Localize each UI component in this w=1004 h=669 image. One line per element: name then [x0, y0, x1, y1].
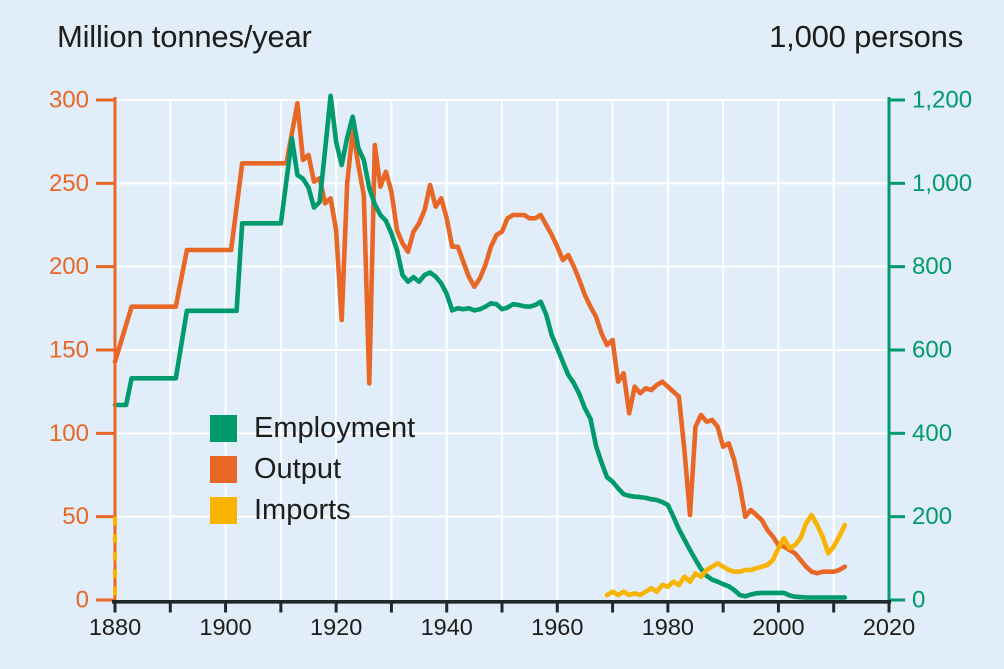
legend-label: Output [254, 453, 342, 485]
legend-swatch-imports [210, 497, 237, 524]
output-line [112, 101, 848, 576]
x-axis-tick-label: 2020 [863, 614, 915, 640]
x-axis-tick-label: 1900 [199, 614, 251, 640]
chart-legend: Employment Output Imports [210, 412, 416, 538]
right-axis-tick-label: 0 [912, 587, 925, 614]
left-axis-title: Million tonnes/year [57, 19, 312, 54]
legend-swatch-output [210, 456, 237, 483]
legend-item-output: Output [210, 453, 415, 485]
left-axis-tick-label: 300 [49, 87, 89, 114]
x-axis-tick-label: 1980 [642, 614, 694, 640]
right-axis-title: 1,000 persons [769, 19, 963, 54]
left-axis-tick-label: 0 [76, 587, 89, 614]
left-axis-tick-label: 200 [49, 253, 89, 280]
left-axis-tick-label: 250 [49, 170, 89, 197]
x-axis-tick-label: 1880 [89, 614, 141, 640]
x-axis-tick-label: 1940 [421, 614, 473, 640]
right-axis-tick-label: 1,000 [912, 170, 972, 197]
left-axis-tick-label: 50 [62, 503, 89, 530]
left-axis-tick-label: 150 [49, 337, 89, 364]
imports-line [604, 512, 848, 598]
right-axis-tick-label: 200 [912, 503, 952, 530]
x-axis-tick-label: 2000 [752, 614, 804, 640]
right-axis-tick-label: 1,200 [912, 87, 972, 114]
left-axis-tick-label: 100 [49, 420, 89, 447]
legend-swatch-employment [210, 415, 237, 442]
employment-line [112, 93, 848, 600]
right-axis-tick-label: 800 [912, 253, 952, 280]
right-axis-tick-label: 600 [912, 337, 952, 364]
right-axis-tick-label: 400 [912, 420, 952, 447]
x-axis-tick-label: 1920 [310, 614, 362, 640]
legend-item-employment: Employment [210, 412, 416, 444]
x-axis-tick-label: 1960 [531, 614, 583, 640]
legend-label: Employment [254, 412, 416, 444]
legend-item-imports: Imports [210, 494, 415, 526]
legend-label: Imports [254, 494, 351, 526]
